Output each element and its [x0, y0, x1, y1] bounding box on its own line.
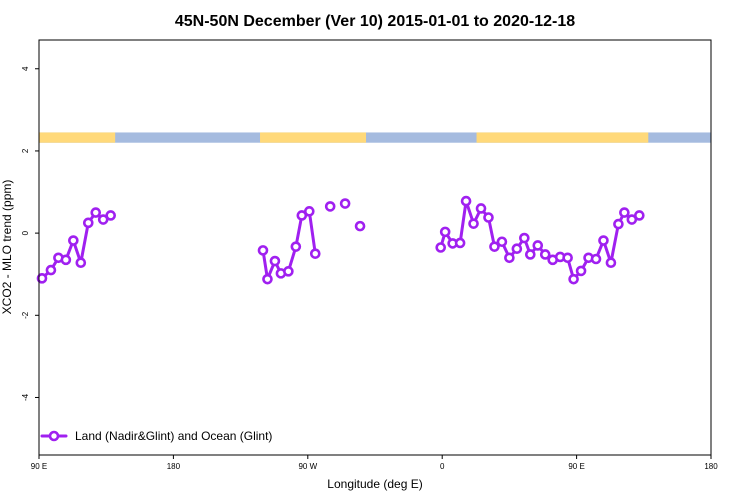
data-point [489, 241, 500, 252]
data-point [511, 243, 523, 255]
data-point [36, 273, 48, 284]
ocean-strip [39, 132, 711, 143]
data-point [324, 201, 336, 212]
x-tick-label: 0 [440, 462, 445, 471]
data-point [303, 206, 315, 217]
data-point [613, 218, 624, 230]
data-point [575, 265, 587, 277]
data-point [454, 237, 466, 249]
x-tick-label: 180 [704, 462, 718, 471]
data-point [60, 254, 72, 266]
data-point [75, 257, 87, 269]
land-strip-segment [39, 132, 116, 143]
data-point [105, 210, 116, 221]
data-point [483, 212, 494, 223]
legend-label: Land (Nadir&Glint) and Ocean (Glint) [75, 429, 272, 443]
y-tick-label: -4 [21, 393, 30, 401]
x-tick-label: 90 W [298, 462, 317, 471]
y-tick-label: 0 [21, 230, 30, 235]
data-point [309, 248, 321, 259]
x-tick-label: 90 E [31, 462, 47, 471]
data-point [339, 198, 351, 209]
data-point [269, 255, 281, 267]
data-point [519, 232, 530, 244]
data-point [539, 249, 551, 260]
data-point [290, 241, 302, 252]
data-point [435, 242, 447, 253]
x-axis: 90 E 180 90 W 0 90 E 180 [31, 455, 718, 471]
data-point [439, 226, 451, 238]
data-point [97, 214, 109, 225]
plot-series [36, 195, 645, 285]
legend: Land (Nadir&Glint) and Ocean (Glint) [40, 429, 272, 443]
y-tick-label: -2 [21, 311, 30, 319]
x-tick-label: 180 [167, 462, 181, 471]
data-point [45, 264, 57, 276]
y-tick-label: 2 [21, 148, 30, 153]
data-point [562, 252, 573, 264]
x-tick-label: 90 E [568, 462, 584, 471]
data-point [634, 210, 645, 221]
data-point [532, 240, 544, 251]
data-point [568, 273, 579, 285]
data-point [619, 207, 630, 218]
chart-title: 45N-50N December (Ver 10) 2015-01-01 to … [175, 13, 575, 30]
data-point [590, 253, 602, 265]
land-strip-segment [476, 132, 649, 143]
data-point [605, 257, 617, 269]
data-point [283, 266, 294, 277]
plot-frame [38, 39, 712, 456]
data-point [257, 245, 269, 256]
data-point [262, 273, 273, 285]
data-point [525, 249, 536, 260]
data-point [68, 235, 79, 246]
data-point [475, 203, 487, 214]
y-tick-label: 4 [21, 66, 30, 71]
data-point [82, 217, 94, 229]
y-axis-label: XCO2 - MLO trend (ppm) [0, 180, 14, 315]
land-strip-segment [260, 132, 367, 143]
data-point [598, 235, 609, 246]
data-point [354, 220, 366, 232]
x-axis-label: Longitude (deg E) [327, 477, 422, 491]
legend-marker-swatch [48, 430, 60, 442]
data-point [496, 236, 508, 248]
data-point [626, 214, 638, 225]
data-point [460, 195, 472, 207]
data-point [296, 210, 308, 221]
y-axis: -4 -2 0 2 4 [21, 66, 39, 401]
data-point [468, 218, 479, 229]
surface-strip [39, 132, 711, 143]
data-point [504, 252, 515, 264]
data-point [90, 207, 102, 218]
